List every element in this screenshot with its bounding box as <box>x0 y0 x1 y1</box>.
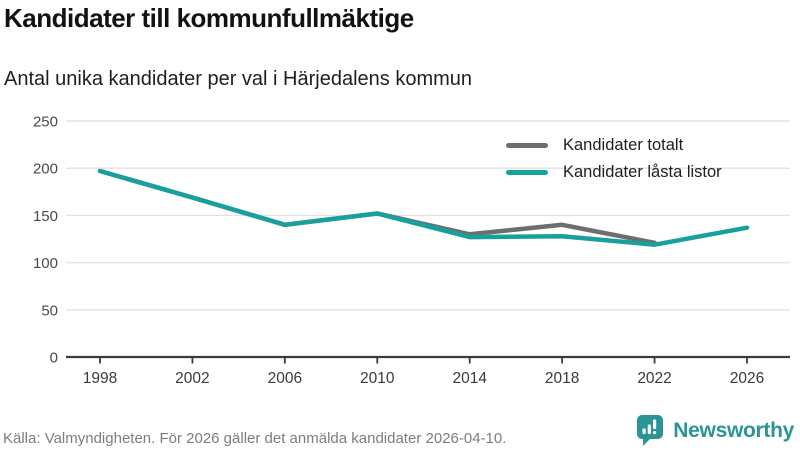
legend-label: Kandidater totalt <box>563 136 684 154</box>
x-tick-label: 2018 <box>545 370 579 387</box>
y-tick-label: 0 <box>50 350 58 367</box>
legend-swatch-gray <box>506 143 548 148</box>
x-tick-label: 2006 <box>268 370 302 387</box>
x-tick-label: 1998 <box>83 370 117 387</box>
y-tick-label: 50 <box>41 302 58 319</box>
line-chart-canvas: 0 50 100 150 200 250 1998 2002 2006 2010 2014 2018 2… <box>33 114 790 387</box>
y-tick-label: 250 <box>33 114 58 131</box>
brand-name: Newsworthy <box>673 419 794 442</box>
series-line-1 <box>97 168 750 247</box>
x-tick-label: 2026 <box>730 370 764 387</box>
line-chart: 0 50 100 150 200 250 1998 2002 2006 2010 2014 2018 2… <box>0 106 800 402</box>
page-title: Kandidater till kommunfullmäktige <box>4 3 414 33</box>
chart-footer: Källa: Valmyndigheten. För 2026 gäller d… <box>0 408 800 450</box>
chart-legend: Kandidater totalt Kandidater låsta listo… <box>506 132 722 186</box>
chart-subtitle: Antal unika kandidater per val i Härjeda… <box>4 68 473 90</box>
newsworthy-speech-bubble-barchart-icon <box>637 415 664 446</box>
y-tick-label: 150 <box>33 208 58 225</box>
legend-item-lasta-listor: Kandidater låsta listor <box>506 159 722 186</box>
brand-logo: Newsworthy <box>635 414 794 448</box>
source-note: Källa: Valmyndigheten. För 2026 gäller d… <box>3 430 507 447</box>
legend-swatch-teal <box>506 170 548 175</box>
x-tick-label: 2014 <box>452 370 487 387</box>
y-tick-label: 100 <box>33 255 58 272</box>
y-tick-label: 200 <box>33 161 58 178</box>
legend-label: Kandidater låsta listor <box>563 163 722 181</box>
x-tick-label: 2010 <box>360 370 395 387</box>
x-tick-label: 2022 <box>637 370 671 387</box>
x-tick-label: 2002 <box>175 370 209 387</box>
legend-item-totalt: Kandidater totalt <box>506 132 722 159</box>
